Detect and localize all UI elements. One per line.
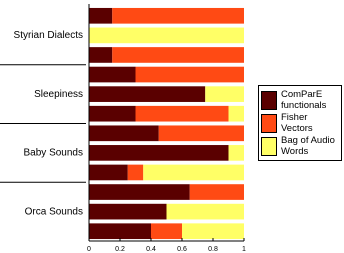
y-tick-label: Orca Sounds (25, 206, 83, 217)
bar-segment (89, 164, 128, 181)
bar-segment (166, 203, 244, 220)
legend-label: ComParE functionals (281, 89, 327, 111)
x-tick-label: 0.2 (115, 246, 125, 253)
x-tick-label: 0 (87, 246, 91, 253)
bar-segment (112, 7, 244, 24)
y-tick-label: Sleepiness (34, 89, 83, 100)
x-tick-label: 0.4 (146, 246, 156, 253)
bar-segment (89, 86, 206, 102)
legend-entry: ComParE functionals (261, 89, 339, 111)
x-tick-label: 0.8 (208, 246, 218, 253)
legend-label: Bag of Audio Words (281, 135, 335, 157)
legend-swatch (261, 114, 277, 133)
bar-segment (143, 164, 244, 181)
bar-segment (89, 66, 136, 83)
x-tick-label: 0.6 (177, 246, 187, 253)
bar-segment (135, 105, 229, 122)
legend-swatch (261, 137, 277, 156)
bar-segment (228, 145, 244, 161)
legend-entry: Bag of Audio Words (261, 135, 339, 157)
bar-segment (89, 145, 229, 161)
bar-segment (189, 184, 244, 200)
legend-entry: Fisher Vectors (261, 112, 339, 134)
bar-segment (158, 125, 244, 142)
bar-segment (89, 47, 113, 63)
bar-segment (228, 105, 244, 122)
legend-swatch (261, 91, 277, 110)
bar-segment (135, 66, 244, 83)
bar-segment (127, 164, 144, 181)
bar-segment (112, 47, 244, 63)
bar-segment (182, 223, 244, 240)
x-tick-label: 1 (242, 246, 246, 253)
legend: ComParE functionals Fisher Vectors Bag of … (258, 85, 342, 161)
bar-segment (89, 105, 136, 122)
bar-segment (89, 223, 151, 240)
bar-segment (151, 223, 182, 240)
bar-segment (89, 184, 190, 200)
bar-segment (89, 203, 167, 220)
y-tick-label: Baby Sounds (24, 148, 84, 159)
legend-label: Fisher Vectors (281, 112, 313, 134)
bar-segment (89, 27, 244, 44)
bar-segment (205, 86, 244, 102)
bar-segment (89, 7, 113, 24)
bar-segment (89, 125, 159, 142)
y-tick-label: Styrian Dialects (14, 30, 83, 41)
